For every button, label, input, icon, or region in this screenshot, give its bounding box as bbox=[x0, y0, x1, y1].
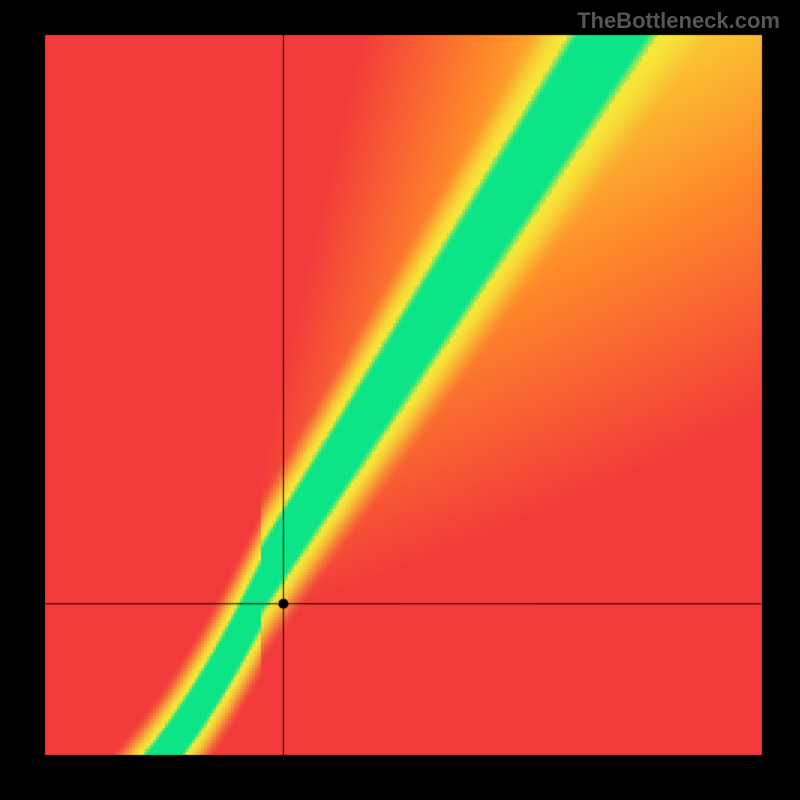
watermark-text: TheBottleneck.com bbox=[577, 8, 780, 34]
bottleneck-heatmap bbox=[0, 0, 800, 800]
root: TheBottleneck.com bbox=[0, 0, 800, 800]
